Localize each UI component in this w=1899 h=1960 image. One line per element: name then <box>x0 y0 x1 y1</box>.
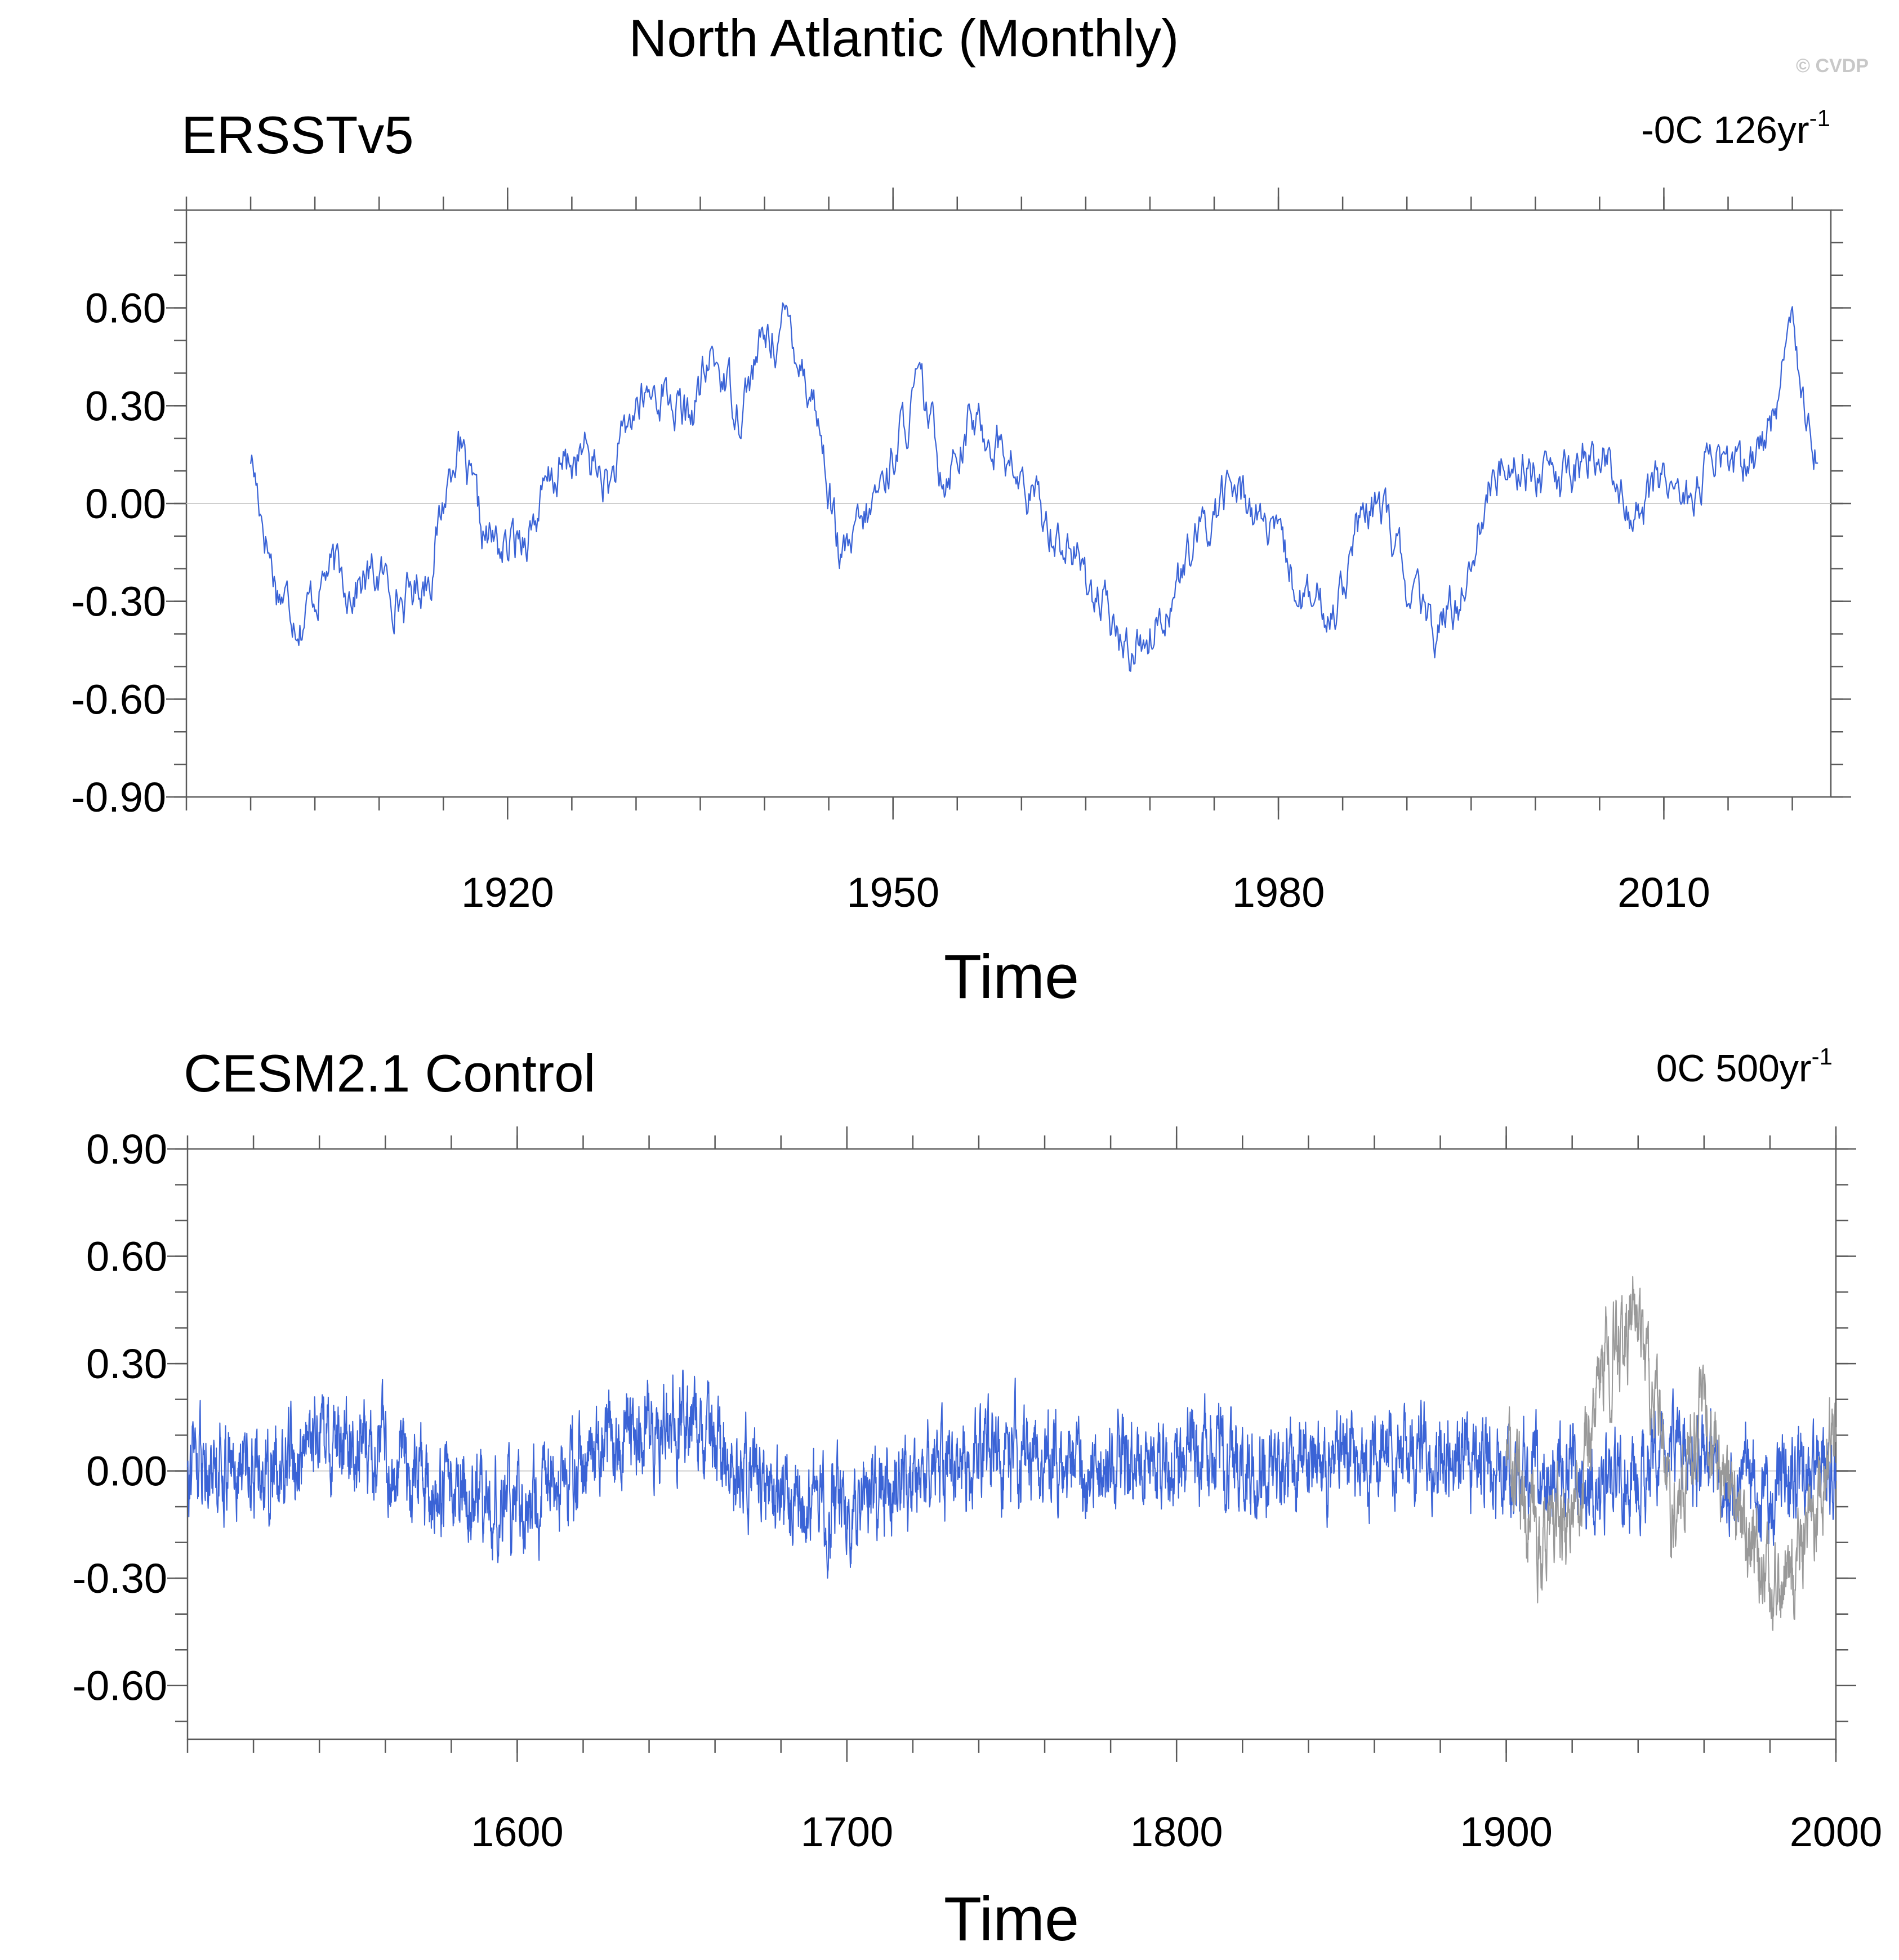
x-tick-label: 1700 <box>800 1808 893 1855</box>
y-tick-labels-ersst: -0.90 -0.60 -0.30 0.00 0.30 0.60 <box>71 285 166 821</box>
panel-title-cesm: CESM2.1 Control <box>184 1044 595 1103</box>
x-tick-labels-ersst: 1920 1950 1980 2010 <box>461 869 1710 916</box>
x-axis-label-ersst: Time <box>944 942 1079 1012</box>
trend-sup-cesm: -1 <box>1812 1043 1833 1070</box>
series-line-observations-overlay <box>1505 1276 1836 1631</box>
x-tick-label: 1920 <box>461 869 554 916</box>
tick-marks-cesm <box>167 1126 1856 1762</box>
x-axis-label-cesm: Time <box>944 1885 1079 1954</box>
x-tick-label: 2000 <box>1790 1808 1883 1855</box>
series-lines-cesm <box>187 1276 1836 1631</box>
panel-ersst: ERSSTv5 -0C 126yr-1 -0.90 -0.60 -0.30 0.00 0… <box>71 105 1851 1012</box>
figure-title: North Atlantic (Monthly) <box>629 8 1179 68</box>
x-tick-label: 2010 <box>1617 869 1710 916</box>
y-tick-label: -0.60 <box>72 1663 167 1709</box>
y-tick-label: 0.90 <box>86 1126 167 1173</box>
x-tick-label: 1800 <box>1130 1808 1223 1855</box>
plot-frame-cesm <box>186 1148 1837 1740</box>
y-tick-label: -0.30 <box>71 578 166 625</box>
trend-label-cesm: 0C 500yr-1 <box>1656 1043 1833 1090</box>
trend-value-cesm: 0C 500yr <box>1656 1047 1812 1090</box>
y-tick-label: -0.30 <box>72 1555 167 1602</box>
tick-marks-ersst <box>166 188 1851 819</box>
trend-label-ersst: -0C 126yr-1 <box>1641 105 1830 152</box>
y-tick-label: 0.30 <box>85 382 166 429</box>
y-tick-label: 0.60 <box>86 1233 167 1280</box>
trend-value-ersst: -0C 126yr <box>1641 109 1809 152</box>
x-tick-label: 1980 <box>1232 869 1325 916</box>
series-line-cesm2-1-control <box>187 1369 1836 1579</box>
y-tick-labels-cesm: -0.60 -0.30 0.00 0.30 0.60 0.90 <box>72 1126 167 1709</box>
watermark: © CVDP <box>1796 55 1869 77</box>
trend-sup-ersst: -1 <box>1809 105 1830 131</box>
y-tick-label: 0.00 <box>86 1448 167 1495</box>
y-tick-label: -0.60 <box>71 676 166 723</box>
y-tick-label: 0.60 <box>85 285 166 332</box>
y-tick-label: 0.00 <box>85 480 166 527</box>
series-line-ersstv5 <box>250 302 1818 672</box>
panel-cesm: CESM2.1 Control 0C 500yr-1 -0.60 -0.30 0.0… <box>72 1043 1882 1954</box>
y-tick-label: 0.30 <box>86 1340 167 1387</box>
x-tick-label: 1600 <box>471 1808 564 1855</box>
y-tick-label: -0.90 <box>71 774 166 821</box>
x-tick-label: 1950 <box>846 869 939 916</box>
x-tick-label: 1900 <box>1460 1808 1553 1855</box>
panel-title-ersst: ERSSTv5 <box>181 105 414 164</box>
x-tick-labels-cesm: 1600 1700 1800 1900 2000 <box>471 1808 1882 1855</box>
series-lines-ersst <box>250 302 1818 672</box>
